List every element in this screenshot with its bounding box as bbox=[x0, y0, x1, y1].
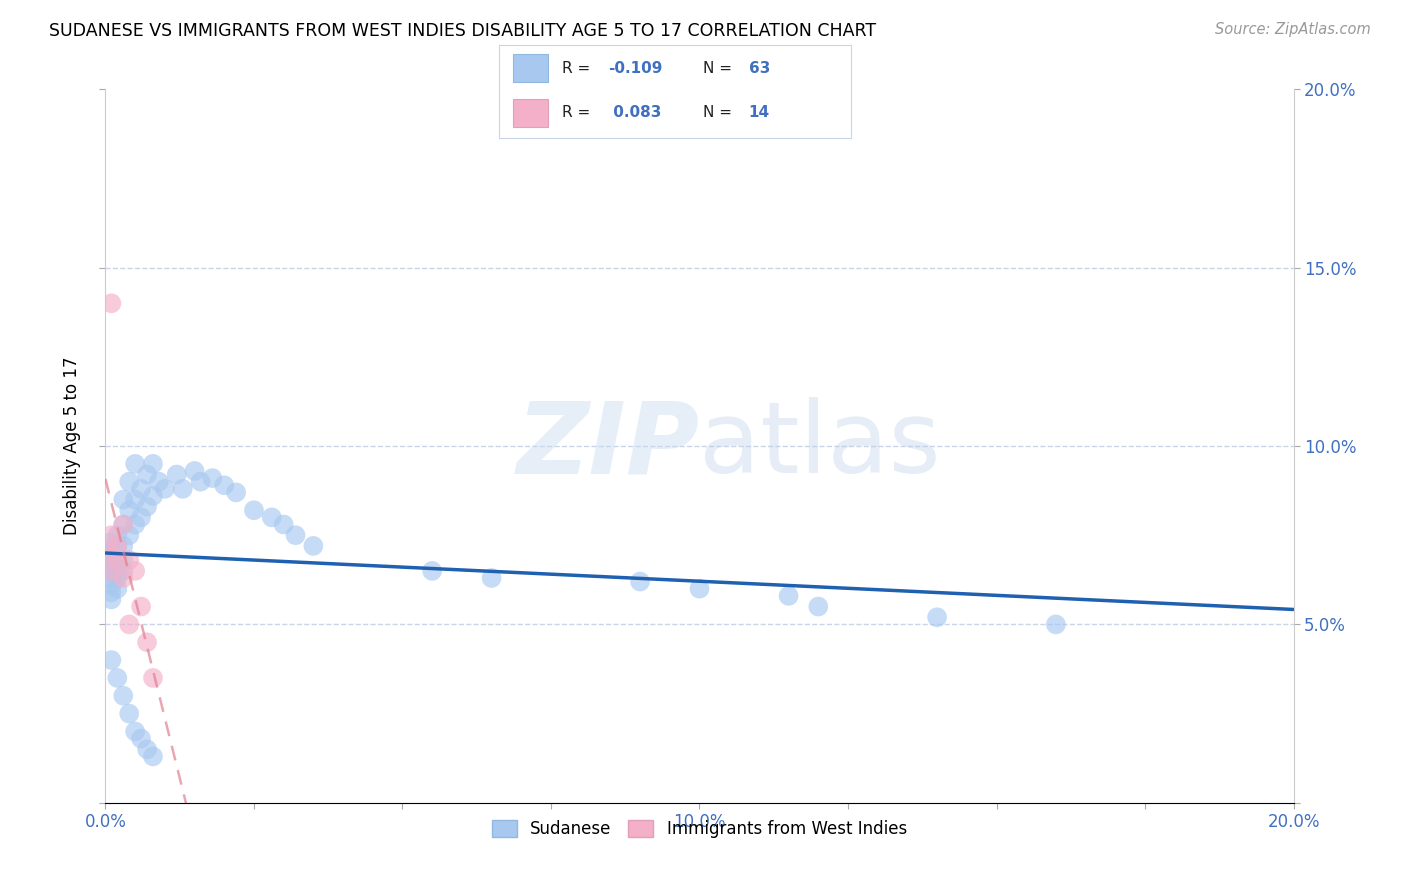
Point bbox=[807, 599, 830, 614]
Point bbox=[100, 546, 122, 560]
Point bbox=[118, 553, 141, 567]
Point bbox=[112, 517, 135, 532]
Point bbox=[100, 296, 122, 310]
Point bbox=[778, 589, 800, 603]
Point bbox=[142, 749, 165, 764]
Point bbox=[927, 610, 949, 624]
Point bbox=[129, 510, 152, 524]
Text: atlas: atlas bbox=[700, 398, 941, 494]
Point bbox=[225, 485, 247, 500]
Point bbox=[183, 464, 205, 478]
Legend: Sudanese, Immigrants from West Indies: Sudanese, Immigrants from West Indies bbox=[485, 813, 914, 845]
Text: SUDANESE VS IMMIGRANTS FROM WEST INDIES DISABILITY AGE 5 TO 17 CORRELATION CHART: SUDANESE VS IMMIGRANTS FROM WEST INDIES … bbox=[49, 22, 876, 40]
Point bbox=[100, 592, 122, 607]
Point bbox=[190, 475, 212, 489]
Point bbox=[260, 510, 283, 524]
Text: -0.109: -0.109 bbox=[609, 61, 662, 76]
Point bbox=[273, 517, 295, 532]
Point bbox=[148, 475, 170, 489]
Point bbox=[243, 503, 266, 517]
Text: N =: N = bbox=[703, 61, 737, 76]
Text: 14: 14 bbox=[748, 105, 770, 120]
Point bbox=[136, 467, 159, 482]
Point bbox=[100, 553, 122, 567]
Point bbox=[118, 617, 141, 632]
Point bbox=[142, 457, 165, 471]
Point bbox=[105, 539, 128, 553]
Point bbox=[124, 564, 146, 578]
Point bbox=[136, 742, 159, 756]
Point bbox=[136, 635, 159, 649]
Point bbox=[214, 478, 236, 492]
Point bbox=[172, 482, 194, 496]
Point bbox=[302, 539, 325, 553]
Point bbox=[129, 599, 152, 614]
Point bbox=[105, 528, 128, 542]
Text: R =: R = bbox=[562, 61, 596, 76]
Point bbox=[153, 482, 176, 496]
Point bbox=[112, 492, 135, 507]
Point bbox=[118, 475, 141, 489]
Point bbox=[201, 471, 224, 485]
Text: R =: R = bbox=[562, 105, 596, 120]
Point bbox=[105, 571, 128, 585]
Point bbox=[112, 571, 135, 585]
Point bbox=[142, 671, 165, 685]
Text: ZIP: ZIP bbox=[516, 398, 700, 494]
Point bbox=[129, 731, 152, 746]
Point bbox=[481, 571, 503, 585]
Point bbox=[129, 482, 152, 496]
Point bbox=[118, 528, 141, 542]
Bar bbox=[513, 54, 548, 82]
Point bbox=[112, 539, 135, 553]
Point bbox=[124, 457, 146, 471]
Point bbox=[112, 689, 135, 703]
Text: 63: 63 bbox=[748, 61, 770, 76]
Point bbox=[689, 582, 711, 596]
Point bbox=[105, 671, 128, 685]
Point bbox=[105, 553, 128, 567]
Point bbox=[105, 564, 128, 578]
Point bbox=[118, 503, 141, 517]
Point bbox=[100, 585, 122, 599]
Bar bbox=[513, 99, 548, 127]
Point bbox=[100, 564, 122, 578]
Point bbox=[284, 528, 307, 542]
Point bbox=[142, 489, 165, 503]
Point bbox=[166, 467, 188, 482]
Point bbox=[105, 553, 128, 567]
Point bbox=[100, 557, 122, 571]
Point bbox=[112, 564, 135, 578]
Point bbox=[124, 724, 146, 739]
Point bbox=[100, 571, 122, 585]
Point bbox=[124, 492, 146, 507]
Point bbox=[100, 564, 122, 578]
Point bbox=[136, 500, 159, 514]
Point bbox=[124, 517, 146, 532]
Point bbox=[105, 582, 128, 596]
Point bbox=[118, 706, 141, 721]
Text: Source: ZipAtlas.com: Source: ZipAtlas.com bbox=[1215, 22, 1371, 37]
Point bbox=[100, 542, 122, 557]
Point bbox=[100, 535, 122, 549]
Point bbox=[100, 653, 122, 667]
Point bbox=[100, 578, 122, 592]
Point bbox=[420, 564, 443, 578]
Y-axis label: Disability Age 5 to 17: Disability Age 5 to 17 bbox=[63, 357, 82, 535]
Text: 0.083: 0.083 bbox=[609, 105, 661, 120]
Point bbox=[628, 574, 651, 589]
Text: N =: N = bbox=[703, 105, 737, 120]
Point bbox=[112, 517, 135, 532]
Point bbox=[105, 539, 128, 553]
Point bbox=[100, 546, 122, 560]
Point bbox=[112, 553, 135, 567]
Point bbox=[1045, 617, 1067, 632]
Point bbox=[100, 528, 122, 542]
